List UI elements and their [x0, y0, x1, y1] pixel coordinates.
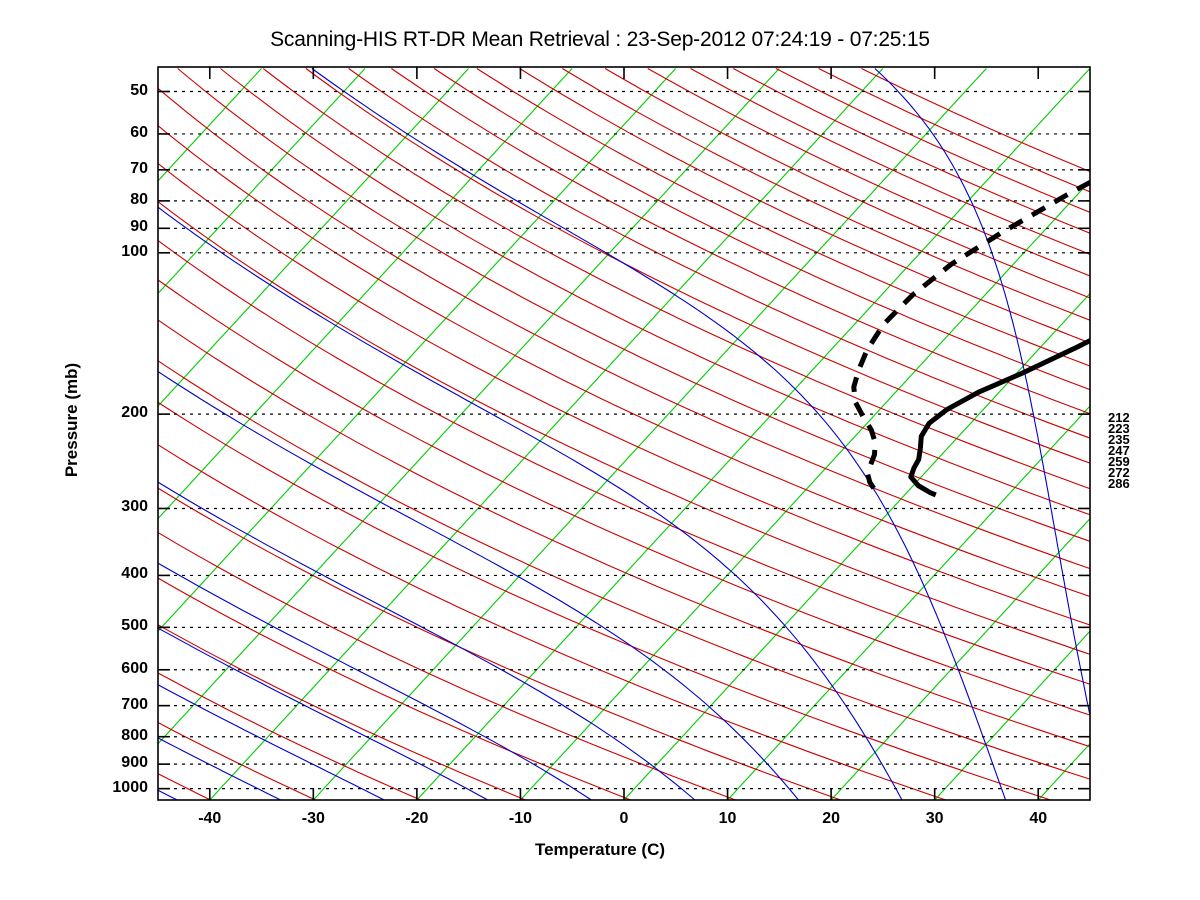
x-tick-label: 40 [1029, 810, 1048, 827]
theta-label: 272 [1108, 465, 1130, 480]
x-tick-label: 30 [925, 810, 944, 827]
y-tick-label: 60 [130, 123, 148, 141]
x-tick-label: -20 [405, 810, 429, 827]
y-tick-label: 80 [130, 190, 148, 208]
x-tick-label: -10 [508, 810, 532, 827]
x-tick-label: -40 [198, 810, 222, 827]
x-axis-title: Temperature (C) [534, 840, 666, 859]
theta-label: 212 [1108, 410, 1130, 425]
y-tick-label: 500 [121, 617, 148, 635]
y-tick-label: 70 [130, 159, 148, 177]
x-tick-label: 20 [822, 810, 840, 827]
theta-label: 223 [1108, 421, 1130, 436]
y-tick-label: 600 [121, 659, 148, 677]
y-tick-label: 800 [121, 726, 148, 744]
y-tick-label: 400 [121, 565, 148, 583]
y-tick-label: 90 [130, 218, 148, 236]
background-grid-lines [158, 68, 1090, 800]
axis-ticks [158, 67, 1090, 800]
y-tick-label: 200 [121, 404, 148, 422]
theta-label: 286 [1108, 476, 1130, 491]
x-tick-label: 10 [718, 810, 737, 827]
y-axis-title: Pressure (mb) [62, 362, 81, 478]
theta-label: 235 [1108, 432, 1130, 447]
y-tick-label: 300 [121, 498, 148, 516]
plot-background [158, 67, 1090, 800]
y-tick-label: 900 [121, 754, 148, 772]
x-tick-label: -30 [301, 810, 325, 827]
y-tick-label: 100 [121, 242, 148, 260]
theta-label: 247 [1108, 443, 1130, 458]
theta-label: 259 [1108, 454, 1130, 469]
sounding-profiles [851, 179, 1090, 498]
x-tick-label: 0 [619, 810, 629, 827]
plot-frame [157, 66, 1091, 801]
y-tick-label: 700 [121, 695, 148, 713]
y-tick-label: 50 [130, 81, 148, 99]
y-tick-label: 1000 [112, 778, 148, 796]
page-title: Scanning-HIS RT-DR Mean Retrieval : 23-S… [270, 28, 930, 51]
